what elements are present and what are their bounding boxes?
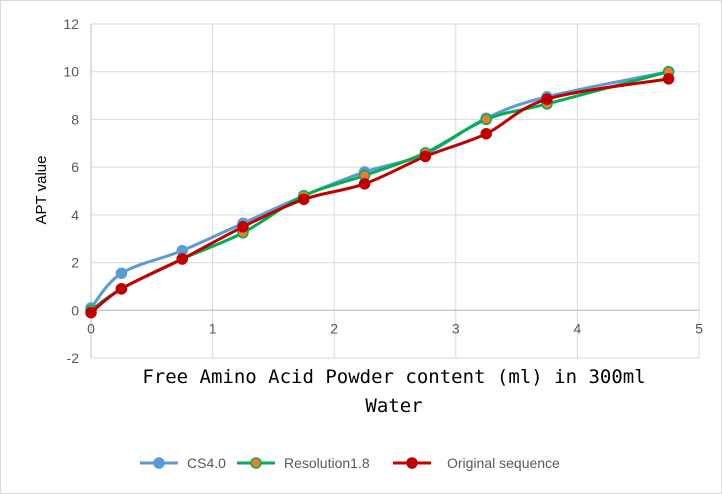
series-line	[89, 70, 669, 309]
data-point	[541, 93, 553, 105]
legend-item: Resolution1.8	[237, 455, 370, 471]
legend-item: CS4.0	[140, 455, 226, 471]
data-point	[480, 127, 492, 140]
data-point	[480, 113, 492, 126]
data-point	[358, 178, 371, 190]
x-tick-label: 2	[330, 320, 338, 336]
y-tick-label: 12	[63, 16, 79, 32]
legend: CS4.0 Resolution1.8 Original sequence	[140, 455, 560, 471]
legend-swatch-marker	[250, 457, 262, 469]
legend-swatch-marker	[406, 457, 418, 469]
data-point	[298, 193, 310, 206]
y-tick-label: 0	[71, 302, 79, 318]
legend-label: CS4.0	[187, 455, 226, 471]
legend-item: Original sequence	[393, 455, 560, 471]
x-axis-title-line-2: Water	[365, 395, 422, 417]
series-0	[85, 65, 675, 314]
series-group	[85, 65, 675, 319]
x-tick-label: 1	[209, 320, 217, 336]
y-tick-label: -2	[67, 350, 80, 366]
gridlines	[90, 23, 700, 359]
x-tick-label: 5	[695, 320, 703, 336]
legend-label: Original sequence	[447, 455, 560, 471]
x-tick-label: 0	[87, 320, 95, 336]
y-tick-label: 8	[71, 111, 79, 127]
series-line	[90, 77, 669, 314]
x-tick-label: 4	[574, 320, 582, 336]
legend-label: Resolution1.8	[284, 455, 370, 471]
y-tick-label: 6	[71, 159, 79, 175]
x-axis-title-line-1: Free Amino Acid Powder content (ml) in 3…	[142, 366, 645, 388]
data-point	[662, 73, 675, 85]
y-axis-title: APT value	[33, 156, 50, 225]
data-point	[176, 253, 188, 265]
legend-swatch-marker	[153, 457, 165, 469]
data-point	[419, 150, 432, 163]
data-point	[115, 283, 128, 295]
x-tick-label: 3	[452, 320, 460, 336]
series-line	[90, 70, 669, 312]
y-tick-label: 10	[63, 64, 79, 80]
axes	[90, 24, 699, 358]
series-2	[85, 73, 675, 319]
data-point	[115, 267, 128, 280]
data-point	[85, 306, 97, 319]
y-tick-label: 2	[71, 255, 79, 271]
data-point	[237, 221, 249, 233]
series-1	[85, 65, 675, 317]
y-tick-label: 4	[71, 207, 79, 223]
